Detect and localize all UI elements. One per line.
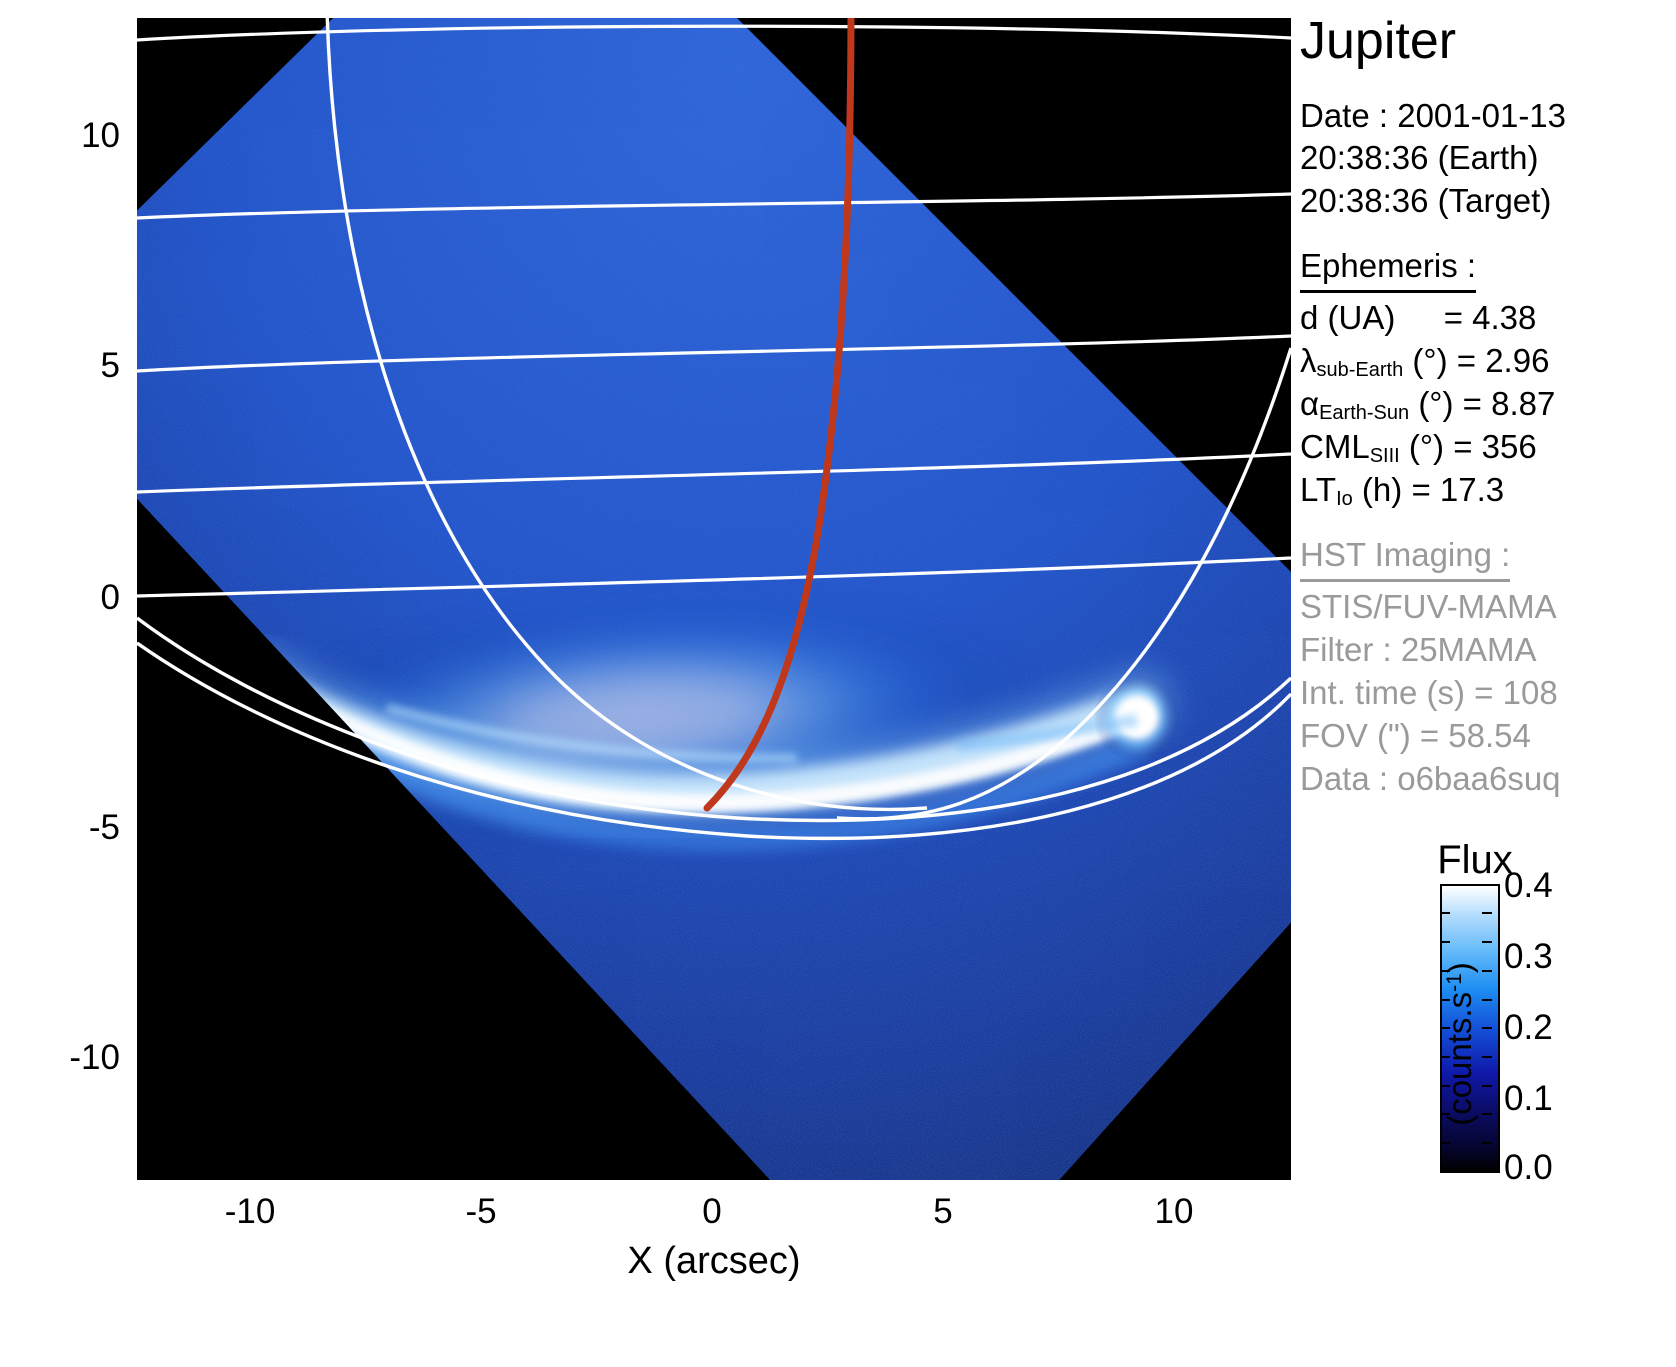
spacer bbox=[1300, 223, 1676, 245]
ephemeris-header: Ephemeris : bbox=[1300, 245, 1477, 294]
y-tick-label-10: 10 bbox=[81, 116, 120, 155]
instrument-header-row: HST Imaging : bbox=[1300, 534, 1676, 586]
observation-time-target: 20:38:36 (Target) bbox=[1300, 182, 1552, 220]
colorbar-unit-close: ) bbox=[1441, 962, 1478, 974]
main-auroral-oval bbox=[223, 599, 1171, 852]
ephemeris-name-lt: LT bbox=[1300, 471, 1337, 509]
ephemeris-sub-alpha: Earth-Sun bbox=[1319, 402, 1410, 425]
info-panel: Jupiter Date : 2001-01-13 20:38:36 (Eart… bbox=[1300, 14, 1676, 800]
ephemeris-block: Ephemeris : d (UA) = 4.38 λsub-Earth (°)… bbox=[1300, 245, 1676, 512]
planetary-limb-and-meridians bbox=[137, 18, 1291, 841]
ephemeris-row-distance: d (UA) = 4.38 bbox=[1300, 297, 1676, 340]
ephemeris-row-lambda: λsub-Earth (°) = 2.96 bbox=[1300, 340, 1676, 383]
colorbar-tick-0-1: 0.1 bbox=[1504, 1079, 1553, 1118]
y-tick-label-neg10: -10 bbox=[69, 1038, 120, 1077]
ephemeris-sub-cml: SIII bbox=[1369, 445, 1400, 468]
instrument-fov: FOV (") = 58.54 bbox=[1300, 716, 1531, 754]
colorbar-unit-label: (counts.s-1) bbox=[1441, 914, 1479, 1174]
ephemeris-unit-cml: (°) bbox=[1408, 428, 1445, 466]
ephemeris-value-lt: = 17.3 bbox=[1411, 471, 1505, 509]
ephemeris-unit-lt: (h) bbox=[1361, 471, 1403, 509]
y-axis-label-wrap: Y (arcsec) bbox=[0, 599, 182, 649]
ephemeris-header-row: Ephemeris : bbox=[1300, 245, 1676, 297]
ephemeris-name-lambda: λ bbox=[1300, 342, 1317, 380]
observation-time-earth: 20:38:36 (Earth) bbox=[1300, 139, 1539, 177]
x-tick-label-neg5: -5 bbox=[465, 1192, 497, 1231]
ephemeris-value-alpha: = 8.87 bbox=[1462, 385, 1556, 423]
colorbar-tick-0-2: 0.2 bbox=[1504, 1008, 1553, 1047]
x-tick-label-10: 10 bbox=[1154, 1192, 1194, 1231]
io-footprint-spot bbox=[1093, 674, 1181, 762]
instrument-int-time: Int. time (s) = 108 bbox=[1300, 673, 1558, 711]
instrument-dataset: Data : o6baa6suq bbox=[1300, 759, 1561, 797]
y-tick-label-neg5: -5 bbox=[88, 808, 120, 847]
colorbar-title: Flux bbox=[1437, 838, 1513, 882]
ephemeris-row-cml: CMLSIII (°) = 356 bbox=[1300, 426, 1676, 469]
colorbar-tick-0-4: 0.4 bbox=[1504, 866, 1553, 905]
ephemeris-row-alpha: αEarth-Sun (°) = 8.87 bbox=[1300, 383, 1676, 426]
colorbar-tick-0-0: 0.0 bbox=[1504, 1148, 1553, 1187]
instrument-header: HST Imaging : bbox=[1300, 534, 1511, 582]
x-tick-label-neg10: -10 bbox=[224, 1192, 276, 1231]
colorbar-unit-exponent: -1 bbox=[1443, 973, 1466, 992]
ephemeris-sub-lambda: sub-Earth bbox=[1316, 359, 1404, 382]
ephemeris-value-cml: = 356 bbox=[1453, 428, 1537, 466]
y-tick-label-5: 5 bbox=[100, 346, 120, 385]
ephemeris-name-alpha: α bbox=[1300, 385, 1320, 423]
colorbar-unit-text: (counts.s bbox=[1441, 991, 1478, 1126]
aurora-image-plot bbox=[137, 18, 1291, 1180]
cml-meridian-line bbox=[703, 18, 855, 812]
ephemeris-unit-lambda: (°) bbox=[1412, 342, 1448, 380]
ephemeris-value-d: = 4.38 bbox=[1443, 299, 1537, 337]
colorbar-unit-wrap: (counts.s-1) bbox=[1330, 962, 1590, 1126]
detector-field-of-view bbox=[137, 18, 1291, 1180]
ephemeris-value-lambda: = 2.96 bbox=[1456, 342, 1550, 380]
x-tick-label-5: 5 bbox=[933, 1192, 953, 1231]
observation-date: Date : 2001-01-13 bbox=[1300, 96, 1567, 134]
x-axis-label: X (arcsec) bbox=[627, 1240, 801, 1282]
colorbar-tick-0-3: 0.3 bbox=[1504, 937, 1553, 976]
ephemeris-row-lt: LTIo (h) = 17.3 bbox=[1300, 469, 1676, 512]
instrument-detector: STIS/FUV-MAMA bbox=[1300, 587, 1557, 625]
instrument-filter: Filter : 25MAMA bbox=[1300, 630, 1537, 668]
page-title: Jupiter bbox=[1300, 12, 1457, 70]
x-tick-label-0: 0 bbox=[702, 1192, 722, 1231]
spacer-2 bbox=[1300, 512, 1676, 534]
latitude-grid-lines bbox=[137, 24, 1291, 598]
observation-block: Date : 2001-01-13 20:38:36 (Earth) 20:38… bbox=[1300, 95, 1676, 224]
ephemeris-sub-lt: Io bbox=[1336, 488, 1353, 511]
ephemeris-unit-alpha: (°) bbox=[1418, 385, 1454, 423]
ephemeris-name-cml: CML bbox=[1300, 428, 1370, 466]
ephemeris-name-d: d (UA) bbox=[1300, 299, 1396, 337]
y-tick-label-0: 0 bbox=[100, 578, 120, 617]
instrument-block: HST Imaging : STIS/FUV-MAMA Filter : 25M… bbox=[1300, 534, 1676, 800]
